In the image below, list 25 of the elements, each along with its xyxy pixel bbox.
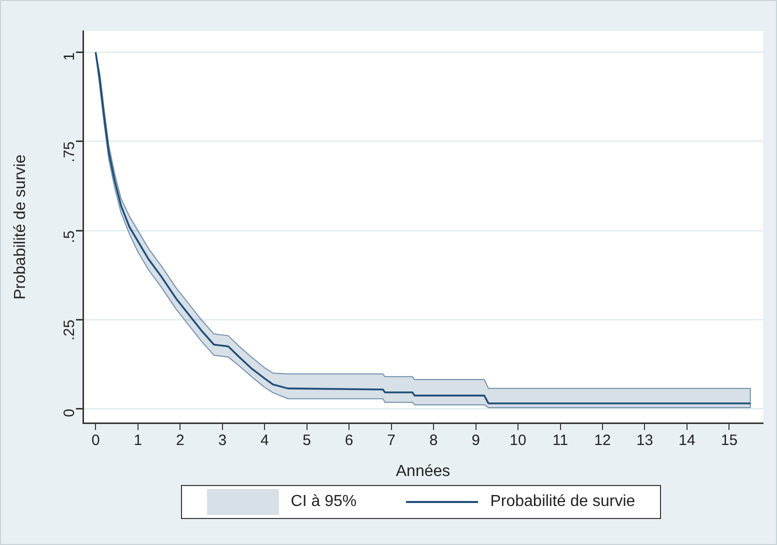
y-tick-label: .25 [61, 320, 78, 341]
legend-label: Probabilité de survie [490, 493, 636, 511]
x-tick-label: 2 [176, 432, 184, 450]
x-tick-label: 9 [472, 432, 480, 450]
y-tick-label: 1 [61, 52, 78, 61]
y-tick-label: .75 [61, 141, 78, 162]
x-tick-label: 11 [552, 432, 568, 450]
x-tick-label: 3 [218, 432, 227, 450]
x-tick-label: 14 [678, 432, 696, 450]
text: CI à 95% [290, 493, 357, 511]
x-tick-label: 1 [134, 432, 142, 450]
x-tick-label: 0 [92, 432, 100, 450]
y-tick-label: .5 [61, 230, 78, 244]
x-tick-label: 15 [720, 432, 738, 450]
x-tick-label: 6 [344, 432, 354, 450]
x-tick-label: 8 [429, 432, 438, 450]
y-axis-title: Probabilité de survie [12, 154, 30, 300]
x-tick-label: 7 [387, 432, 396, 450]
x-tick-label: 10 [510, 432, 526, 450]
x-axis-title: Années [396, 462, 450, 480]
x-tick-label: 13 [636, 432, 654, 450]
x-tick-label: 5 [302, 432, 312, 450]
y-tick-label: 0 [61, 408, 78, 418]
x-tick-label: 4 [260, 432, 269, 450]
x-tick-label: 12 [594, 432, 611, 450]
